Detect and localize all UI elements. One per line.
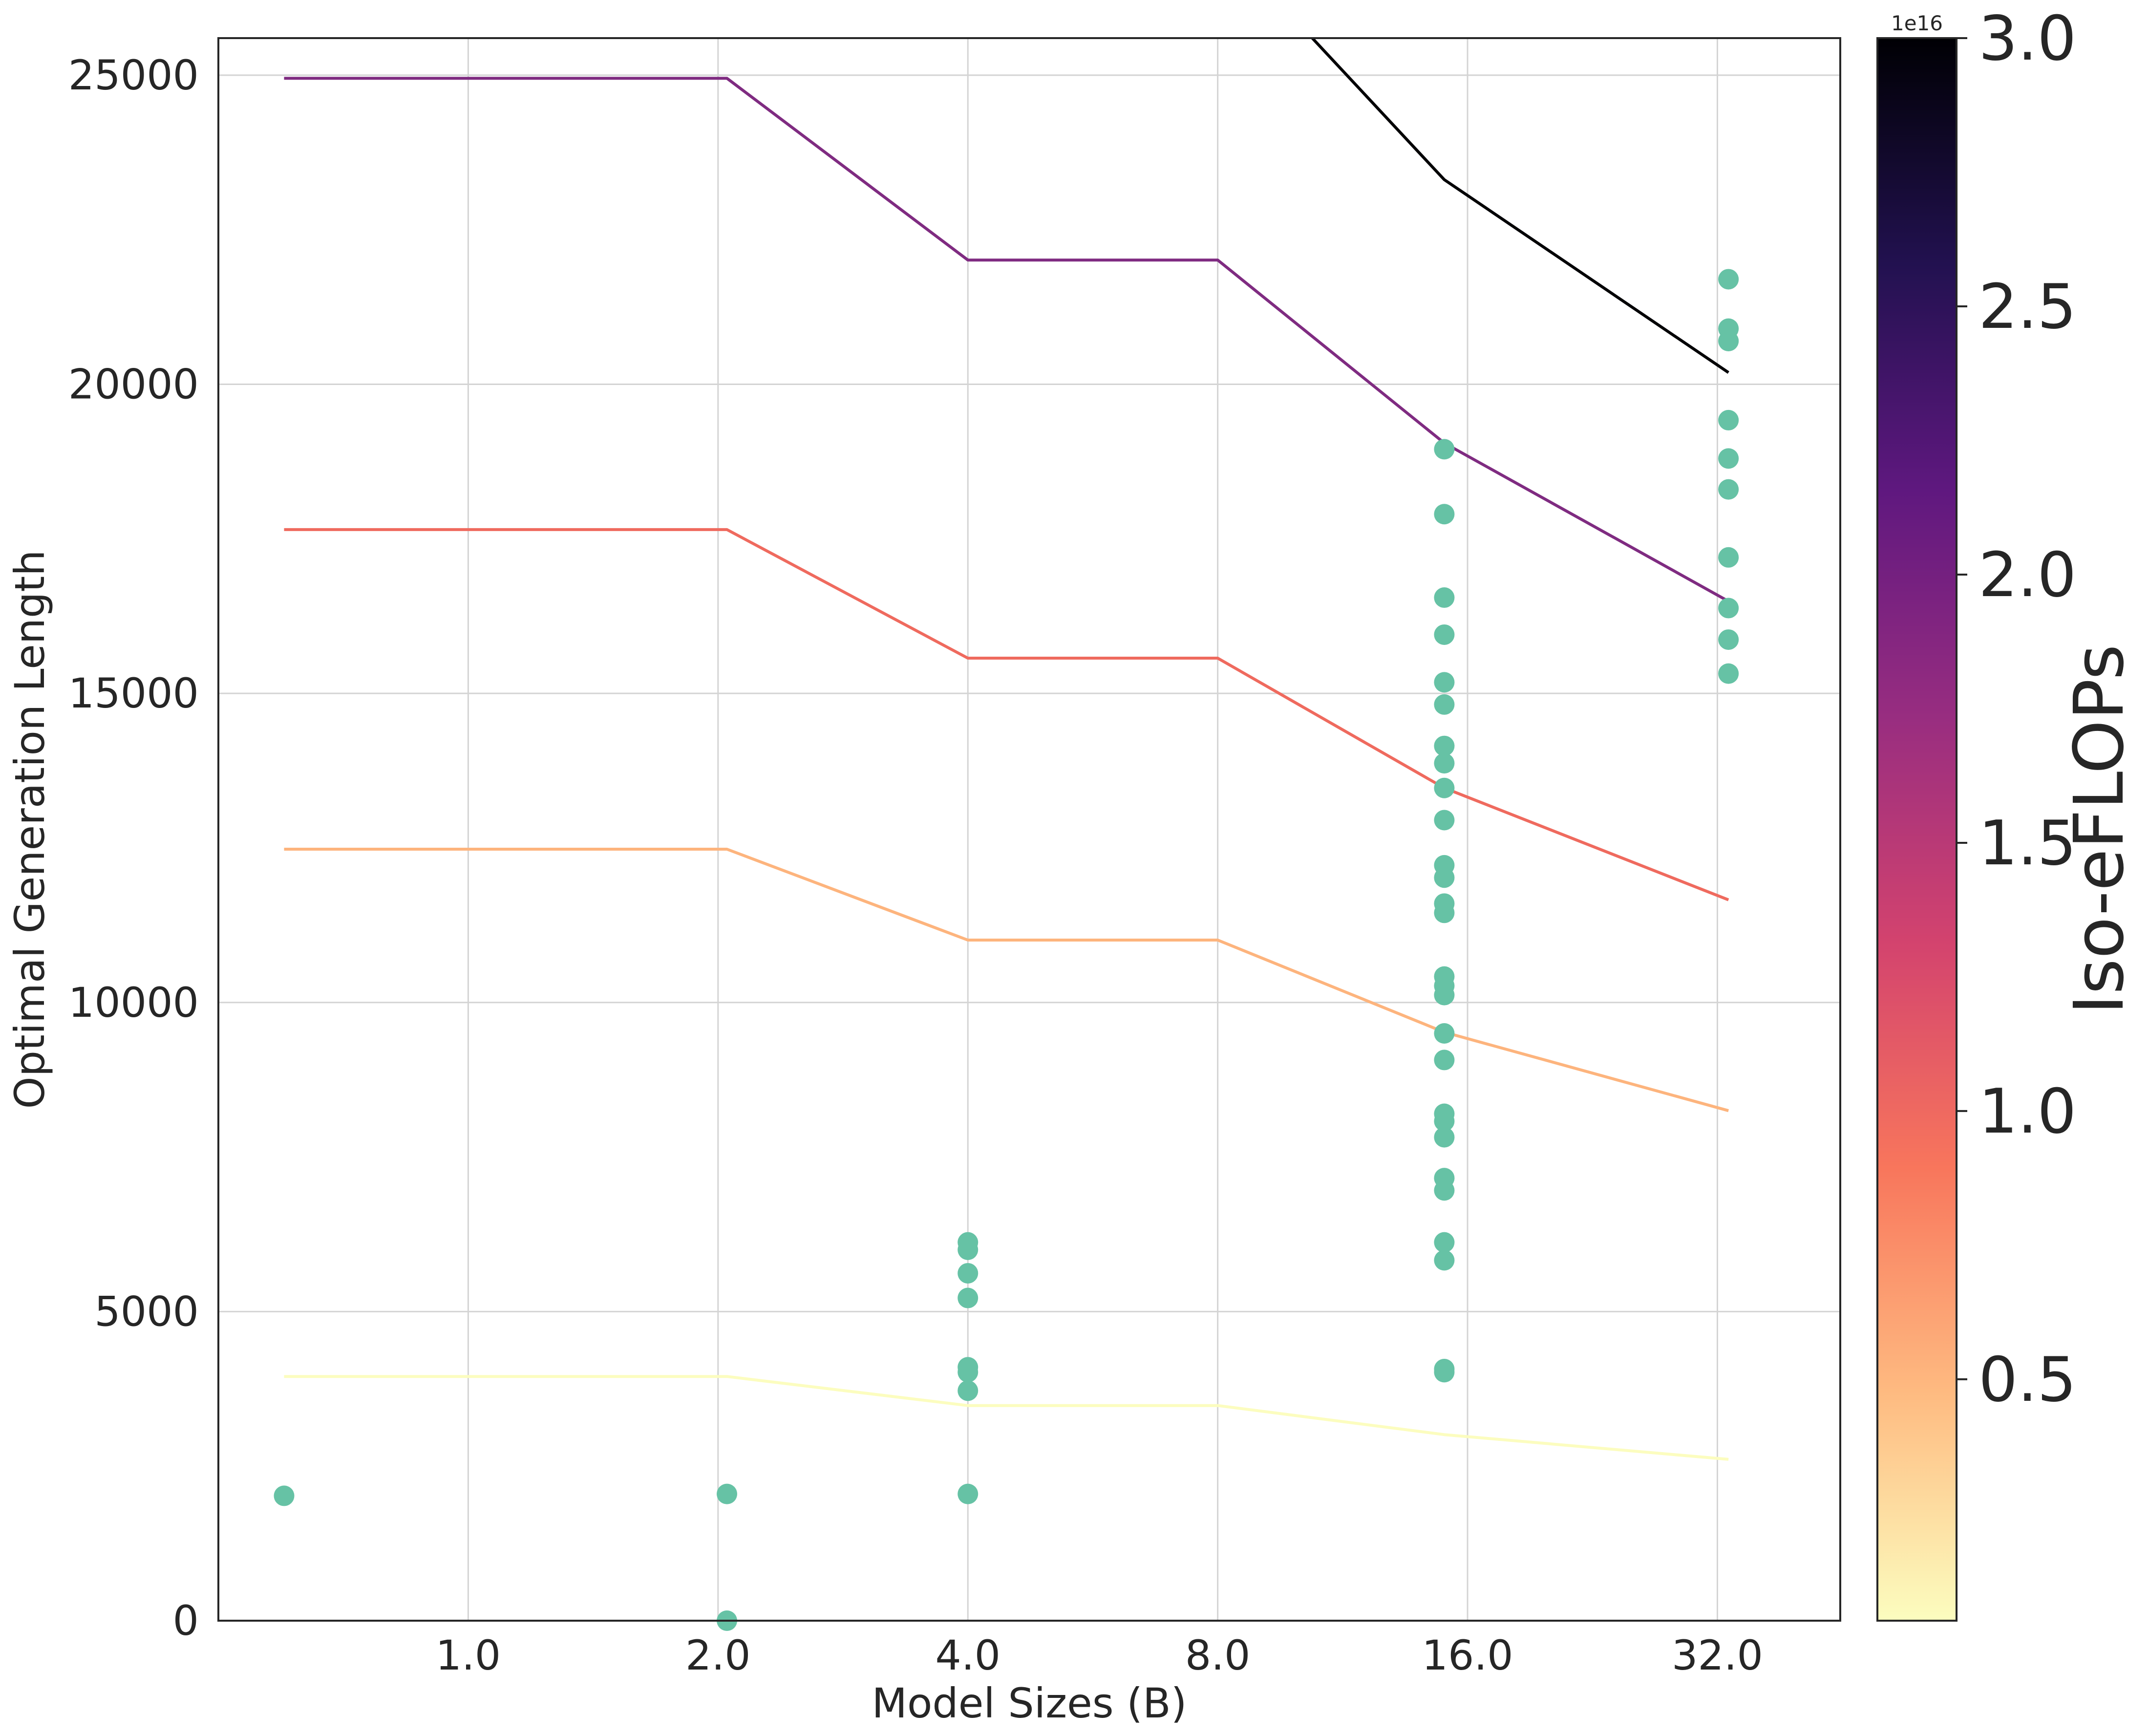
x-tick-label: 2.0 xyxy=(685,1631,751,1679)
scatter-point xyxy=(1434,753,1455,774)
grid xyxy=(218,38,1840,1622)
x-tick-labels: 1.0 2.0 4.0 8.0 16.0 32.0 xyxy=(436,1631,1763,1679)
scatter-point xyxy=(1434,1232,1455,1253)
scatter-point xyxy=(1718,409,1739,430)
y-tick-label: 5000 xyxy=(94,1287,199,1335)
scatter-point xyxy=(1434,867,1455,888)
scatter-point xyxy=(1434,504,1455,525)
scatter-point xyxy=(1718,547,1739,568)
scatter-point xyxy=(1434,1127,1455,1148)
scatter-point xyxy=(1434,1050,1455,1071)
scatter-point xyxy=(1434,1250,1455,1271)
scatter-point xyxy=(274,1485,295,1506)
iso-eflops-line xyxy=(284,528,1729,901)
colorbar-tick-label: 2.0 xyxy=(1979,539,2076,611)
scatter-points xyxy=(274,269,1739,1631)
scatter-point xyxy=(1434,439,1455,460)
x-tick-label: 8.0 xyxy=(1185,1631,1251,1679)
colorbar-offset-text: 1e16 xyxy=(1891,11,1943,35)
scatter-point xyxy=(1718,448,1739,469)
scatter-point xyxy=(1718,330,1739,351)
scatter-point xyxy=(1718,269,1739,290)
scatter-point xyxy=(957,1483,979,1504)
scatter-point xyxy=(1434,985,1455,1006)
iso-eflops-line xyxy=(284,848,1729,1113)
scatter-point xyxy=(1434,735,1455,756)
scatter-point xyxy=(1434,694,1455,715)
y-tick-label: 25000 xyxy=(68,51,199,99)
iso-eflops-line xyxy=(284,1375,1729,1461)
colorbar-tick-label: 3.0 xyxy=(1979,2,2076,74)
scatter-point xyxy=(1434,1023,1455,1044)
scatter-point xyxy=(1434,1180,1455,1201)
colorbar-tick-label: 0.5 xyxy=(1979,1344,2076,1415)
colorbar-label: Iso-eFLOPs xyxy=(2060,644,2139,1015)
scatter-point xyxy=(1434,1362,1455,1383)
y-axis-label: Optimal Generation Length xyxy=(6,550,54,1109)
y-tick-label: 15000 xyxy=(68,669,199,717)
y-tick-label: 20000 xyxy=(68,361,199,408)
x-axis-label: Model Sizes (B) xyxy=(872,1679,1187,1727)
scatter-point xyxy=(1434,810,1455,831)
scatter-point xyxy=(1434,777,1455,798)
colorbar-tick-label: 2.5 xyxy=(1979,271,2076,343)
iso-eflops-lines xyxy=(284,38,1729,1461)
x-tick-label: 32.0 xyxy=(1672,1631,1763,1679)
scatter-point xyxy=(1434,672,1455,693)
x-tick-label: 16.0 xyxy=(1422,1631,1513,1679)
y-tick-label: 10000 xyxy=(68,979,199,1027)
y-tick-labels: 0 5000 10000 15000 20000 25000 xyxy=(68,51,199,1645)
iso-eflops-line xyxy=(1311,38,1729,374)
scatter-point xyxy=(1718,598,1739,619)
plot-frame xyxy=(217,37,1841,1622)
x-tick-label: 1.0 xyxy=(436,1631,501,1679)
scatter-point xyxy=(1718,479,1739,500)
colorbar-ticks: 0.5 1.0 1.5 2.0 2.5 3.0 xyxy=(1957,2,2076,1415)
scatter-point xyxy=(717,1483,738,1504)
scatter-point xyxy=(1434,624,1455,645)
scatter-point xyxy=(1434,902,1455,923)
scatter-point xyxy=(957,1362,979,1383)
colorbar-tick-label: 1.5 xyxy=(1979,807,2076,879)
scatter-point xyxy=(957,1263,979,1284)
y-tick-label: 0 xyxy=(173,1597,199,1645)
scatter-point xyxy=(957,1287,979,1308)
x-tick-label: 4.0 xyxy=(935,1631,1000,1679)
scatter-point xyxy=(957,1380,979,1401)
scatter-point xyxy=(1434,1111,1455,1132)
colorbar xyxy=(1876,37,1958,1622)
colorbar-tick-label: 1.0 xyxy=(1979,1075,2076,1147)
scatter-point xyxy=(1718,629,1739,650)
scatter-point xyxy=(1434,587,1455,608)
scatter-point xyxy=(1718,663,1739,684)
scatter-point xyxy=(957,1239,979,1260)
iso-eflops-line xyxy=(284,77,1729,603)
